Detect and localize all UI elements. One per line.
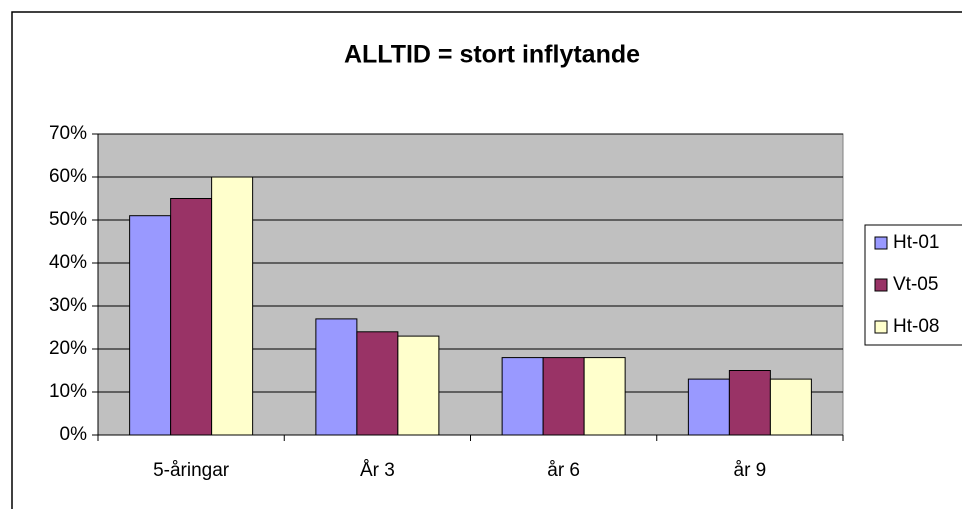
bar bbox=[129, 215, 172, 436]
bar bbox=[315, 318, 358, 436]
x-tick-label: 5-åringar bbox=[153, 460, 230, 481]
bar bbox=[356, 331, 399, 436]
x-tick-label: år 9 bbox=[734, 460, 767, 481]
bar bbox=[769, 378, 812, 436]
y-tick-label: 0% bbox=[60, 424, 88, 445]
bar bbox=[501, 357, 544, 436]
legend-swatch bbox=[874, 320, 888, 334]
chart-title: ALLTID = stort inflytande bbox=[344, 41, 640, 69]
bar bbox=[542, 357, 585, 436]
legend-label: Ht-08 bbox=[893, 316, 939, 337]
bar bbox=[170, 198, 213, 436]
y-tick-label: 60% bbox=[49, 166, 87, 187]
bar bbox=[583, 357, 626, 436]
bar bbox=[687, 378, 730, 436]
x-tick-label: År 3 bbox=[360, 460, 395, 481]
y-tick-label: 50% bbox=[49, 209, 87, 230]
y-tick-label: 40% bbox=[49, 252, 87, 273]
y-tick-label: 30% bbox=[49, 295, 87, 316]
legend-label: Ht-01 bbox=[893, 232, 939, 253]
bar bbox=[211, 176, 254, 436]
bar bbox=[397, 335, 440, 436]
x-tick-label: år 6 bbox=[547, 460, 580, 481]
y-tick-label: 70% bbox=[49, 123, 87, 144]
legend-swatch bbox=[874, 236, 888, 250]
bar bbox=[728, 370, 771, 436]
legend-label: Vt-05 bbox=[893, 274, 938, 295]
y-tick-label: 10% bbox=[49, 381, 87, 402]
legend-swatch bbox=[874, 278, 888, 292]
y-tick-label: 20% bbox=[49, 338, 87, 359]
